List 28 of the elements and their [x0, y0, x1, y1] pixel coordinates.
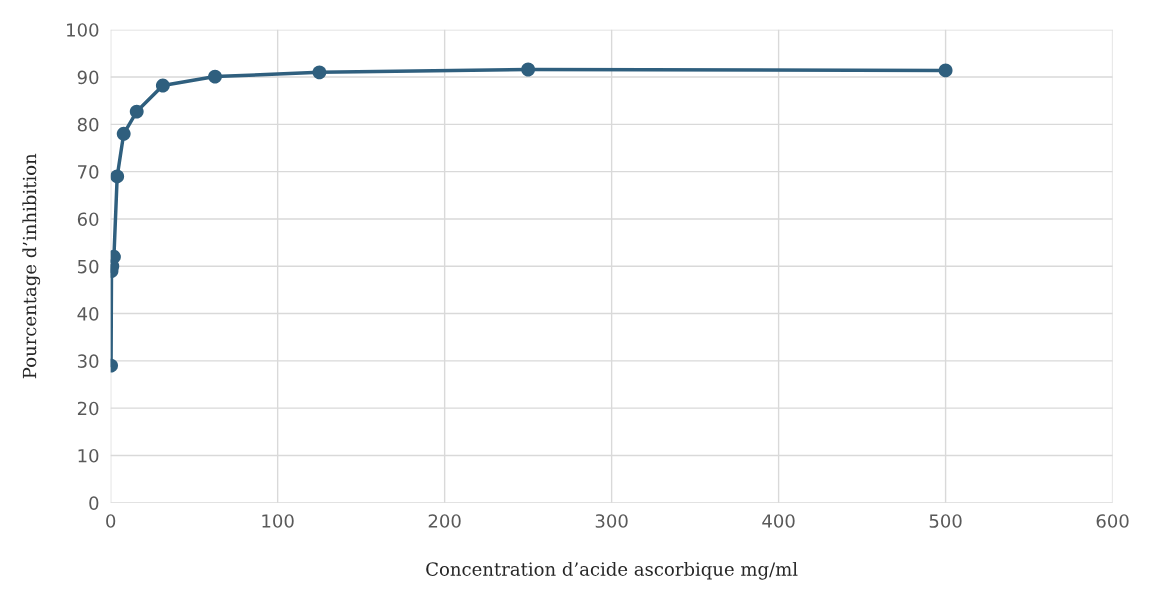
point	[155, 78, 170, 93]
y-tick-label: 70	[78, 165, 99, 179]
x-tick-label: 100	[262, 514, 294, 528]
x-tick-label: 600	[1096, 514, 1129, 528]
point	[116, 126, 131, 141]
x-tick-label: 300	[595, 514, 628, 528]
y-tick-label: 80	[77, 117, 99, 132]
x-tick-label: 200	[428, 514, 461, 528]
x-tick-label: 500	[929, 514, 962, 528]
point	[938, 63, 953, 78]
y-tick-label: 0	[89, 496, 99, 510]
y-tick-label: 20	[77, 401, 99, 416]
point	[129, 104, 144, 119]
y-tick-label: 90	[77, 70, 99, 85]
x-axis-title: Concentration d’acide ascorbique mg/ml	[426, 561, 798, 580]
y-tick-label: 100	[67, 23, 99, 37]
y-tick-label: 60	[77, 212, 99, 227]
y-axis-title: Pourcentage d’inhibition	[22, 153, 41, 379]
point	[110, 169, 125, 184]
y-tick-label: 50	[77, 259, 99, 274]
y-tick-label: 10	[78, 448, 99, 463]
y-tick-label: 30	[77, 354, 99, 368]
y-tick-label: 40	[77, 307, 99, 321]
x-tick-label: 0	[106, 514, 116, 528]
x-tick-label: 400	[762, 514, 795, 528]
point	[312, 65, 327, 80]
point	[521, 62, 536, 77]
point	[208, 69, 222, 84]
